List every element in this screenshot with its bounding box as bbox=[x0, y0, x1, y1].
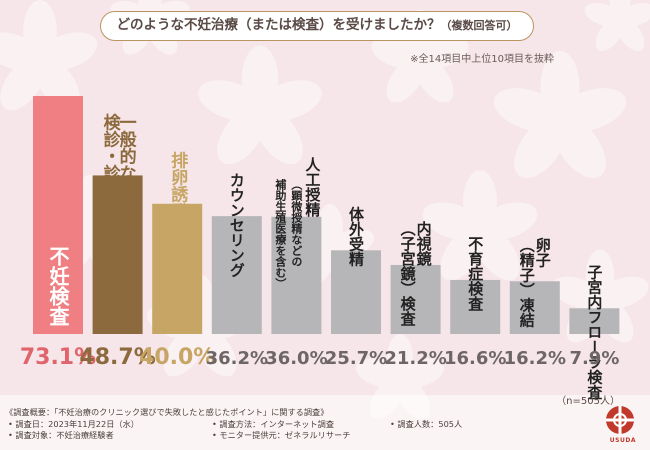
bar-3 bbox=[152, 203, 203, 334]
bar-6 bbox=[331, 250, 381, 334]
survey-provider: • モニター提供元：ゼネラルリサーチ bbox=[212, 430, 351, 440]
survey-overview: 《調査概要：「不妊治療のクリニック選びで失敗したと感じたポイント」に関する調査》… bbox=[5, 407, 605, 442]
chart-title: どのような不妊治療（または検査）を受けましたか？（複数回答可） bbox=[100, 11, 534, 41]
category-label-1: 不妊検査 bbox=[46, 246, 70, 326]
bar-2 bbox=[92, 175, 143, 334]
category-label-5: 補助生殖医療を含む） bbox=[274, 177, 288, 288]
category-label-8: 不育症検査 bbox=[466, 236, 484, 311]
category-label-5: 人工授精 bbox=[303, 157, 321, 218]
survey-count: • 調査人数：505人 bbox=[390, 418, 463, 429]
survey-overview-heading: 《調査概要：「不妊治療のクリニック選びで失敗したと感じたポイント」に関する調査》 bbox=[5, 407, 329, 417]
bar-1 bbox=[33, 96, 83, 334]
value-label-5: 36.0% bbox=[265, 348, 327, 369]
chart-title-main: どのような不妊治療（または検査）を受けましたか？ bbox=[116, 17, 441, 33]
category-label-5: （顕微授精などの bbox=[290, 179, 304, 267]
value-label-10: 7.9% bbox=[569, 348, 619, 369]
bar-9 bbox=[509, 281, 560, 334]
value-label-9: 16.2% bbox=[504, 348, 566, 369]
survey-target: • 調査対象：不妊治療経験者 bbox=[8, 430, 114, 440]
bar-8 bbox=[450, 279, 501, 334]
category-label-10: 子宮内フローラ検査 bbox=[585, 264, 603, 399]
value-label-4: 36.2% bbox=[206, 348, 268, 369]
category-label-7: 内視鏡 bbox=[415, 220, 433, 267]
category-label-2: 一般的な婦人科 bbox=[116, 113, 138, 233]
category-label-7: （子宮鏡）検査 bbox=[399, 221, 417, 326]
category-label-6: 体外受精 bbox=[347, 206, 365, 268]
bar-5 bbox=[271, 216, 322, 334]
category-label-2: 検診・診療 bbox=[100, 112, 121, 199]
usuda-logo bbox=[606, 406, 634, 434]
bar-4 bbox=[211, 216, 262, 334]
survey-date: • 調査日：2023年11月22日（水） bbox=[8, 418, 139, 429]
chart-title-suffix: （複数回答可） bbox=[440, 19, 518, 32]
bar-7 bbox=[390, 264, 441, 334]
survey-method: • 調査方法：インターネット調査 bbox=[212, 418, 335, 429]
value-label-2: 48.7% bbox=[79, 345, 155, 370]
value-label-7: 21.2% bbox=[384, 348, 446, 369]
bar-10 bbox=[569, 308, 620, 334]
chart-note: ※全14項目中上位10項目を抜粋 bbox=[410, 54, 554, 65]
usuda-logo-text: USUDA bbox=[609, 437, 636, 444]
value-label-8: 16.6% bbox=[444, 348, 506, 369]
category-label-3: 排卵誘発剤などの服用 bbox=[167, 151, 189, 323]
value-label-1: 73.1% bbox=[20, 345, 96, 370]
category-label-9: （精子）凍結 bbox=[518, 237, 536, 328]
sample-size-label: （n=505人） bbox=[556, 396, 620, 407]
value-label-3: 40.0% bbox=[139, 345, 215, 370]
category-label-9: 卵子 bbox=[534, 236, 552, 268]
value-label-6: 25.7% bbox=[325, 348, 387, 369]
category-label-4: カウンセリング bbox=[228, 172, 246, 277]
